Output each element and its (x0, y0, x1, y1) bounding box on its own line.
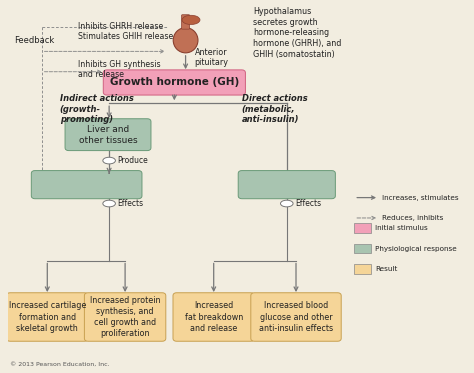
Text: Reduces, inhibits: Reduces, inhibits (382, 215, 444, 221)
Text: Direct actions
(metabolic,
anti-insulin): Direct actions (metabolic, anti-insulin) (242, 94, 308, 125)
Text: Produce: Produce (117, 156, 148, 165)
FancyBboxPatch shape (84, 293, 166, 341)
Text: Feedback: Feedback (14, 36, 54, 45)
FancyBboxPatch shape (182, 15, 190, 29)
Text: Inhibits GHRH release
Stimulates GHIH release: Inhibits GHRH release Stimulates GHIH re… (78, 22, 173, 41)
FancyBboxPatch shape (7, 293, 88, 341)
Text: © 2013 Pearson Education, Inc.: © 2013 Pearson Education, Inc. (10, 362, 110, 367)
Ellipse shape (182, 15, 200, 25)
Text: Increased cartilage
formation and
skeletal growth: Increased cartilage formation and skelet… (9, 301, 86, 333)
Text: Anterior
pituitary: Anterior pituitary (195, 48, 228, 67)
Text: Hypothalamus
secretes growth
hormone-releasing
hormone (GHRH), and
GHIH (somatos: Hypothalamus secretes growth hormone-rel… (253, 7, 341, 59)
Text: Increased blood
glucose and other
anti-insulin effects: Increased blood glucose and other anti-i… (259, 301, 333, 333)
Ellipse shape (173, 28, 198, 53)
Text: Physiological response: Physiological response (375, 245, 456, 251)
Bar (354, 244, 371, 253)
Text: Increased protein
synthesis, and
cell growth and
proliferation: Increased protein synthesis, and cell gr… (90, 296, 160, 338)
Ellipse shape (103, 157, 116, 164)
Text: Effects: Effects (117, 199, 143, 208)
Text: Increases, stimulates: Increases, stimulates (382, 195, 459, 201)
FancyBboxPatch shape (65, 119, 151, 151)
FancyBboxPatch shape (251, 293, 341, 341)
FancyBboxPatch shape (31, 170, 142, 199)
FancyBboxPatch shape (238, 170, 336, 199)
Text: Indirect actions
(growth-
promoting): Indirect actions (growth- promoting) (60, 94, 134, 125)
Ellipse shape (103, 200, 116, 207)
Text: Result: Result (375, 266, 397, 272)
Text: Increased
fat breakdown
and release: Increased fat breakdown and release (184, 301, 243, 333)
Bar (354, 264, 371, 274)
Text: Growth hormone (GH): Growth hormone (GH) (109, 78, 239, 87)
FancyBboxPatch shape (103, 70, 246, 95)
Text: Initial stimulus: Initial stimulus (375, 225, 428, 231)
Ellipse shape (281, 200, 293, 207)
Text: Liver and
other tissues: Liver and other tissues (79, 125, 137, 145)
Text: Inhibits GH synthesis
and release: Inhibits GH synthesis and release (78, 60, 160, 79)
Text: Effects: Effects (295, 199, 321, 208)
Bar (354, 223, 371, 233)
FancyBboxPatch shape (173, 293, 255, 341)
